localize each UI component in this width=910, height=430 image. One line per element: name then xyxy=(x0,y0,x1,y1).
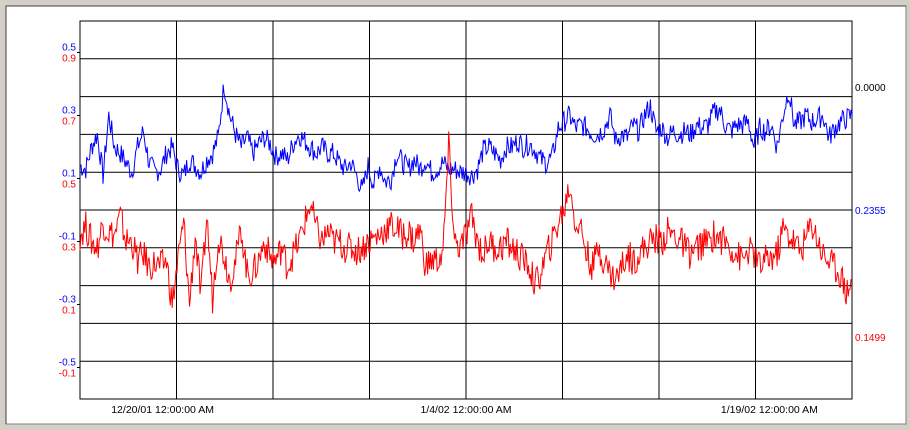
x-tick-label: 1/4/02 12:00:00 AM xyxy=(420,404,511,416)
left-tick-label-red: 0.9 xyxy=(62,54,76,65)
x-tick-label: 12/20/01 12:00:00 AM xyxy=(111,404,214,416)
left-tick-label-blue: -0.5 xyxy=(59,358,77,369)
left-tick-label-blue: -0.1 xyxy=(59,232,77,243)
left-tick-label-blue: -0.3 xyxy=(59,295,77,306)
right-value-label-blue: 0.2355 xyxy=(855,206,886,217)
right-value-label-red: 0.1499 xyxy=(855,333,886,344)
left-tick-label-red: -0.1 xyxy=(59,369,77,380)
left-tick-label-blue: 0.1 xyxy=(62,169,76,180)
left-tick-label-red: 0.7 xyxy=(62,117,76,128)
red-series-line xyxy=(79,131,853,314)
x-tick-label: 1/19/02 12:00:00 AM xyxy=(721,404,818,416)
left-y-axis-ticks: 0.5 0.3 0.1 -0.1 -0.3 -0.5 0.9 0.7 0.5 0.3 0.1 -0.1 xyxy=(59,43,80,380)
left-tick-label-red: 0.3 xyxy=(62,243,76,254)
x-axis-tick-labels: 12/20/01 12:00:00 AM 1/4/02 12:00:00 AM 1/… xyxy=(111,404,818,416)
left-tick-label-blue: 0.3 xyxy=(62,106,76,117)
left-tick-label-red: 0.1 xyxy=(62,306,76,317)
left-tick-label-blue: 0.5 xyxy=(62,43,76,54)
left-tick-label-red: 0.5 xyxy=(62,180,76,191)
right-value-labels: 0.0000 0.2355 0.1499 xyxy=(855,83,886,344)
series-layer xyxy=(79,84,853,314)
right-value-label-black: 0.0000 xyxy=(855,83,886,94)
blue-series-line xyxy=(79,84,853,193)
